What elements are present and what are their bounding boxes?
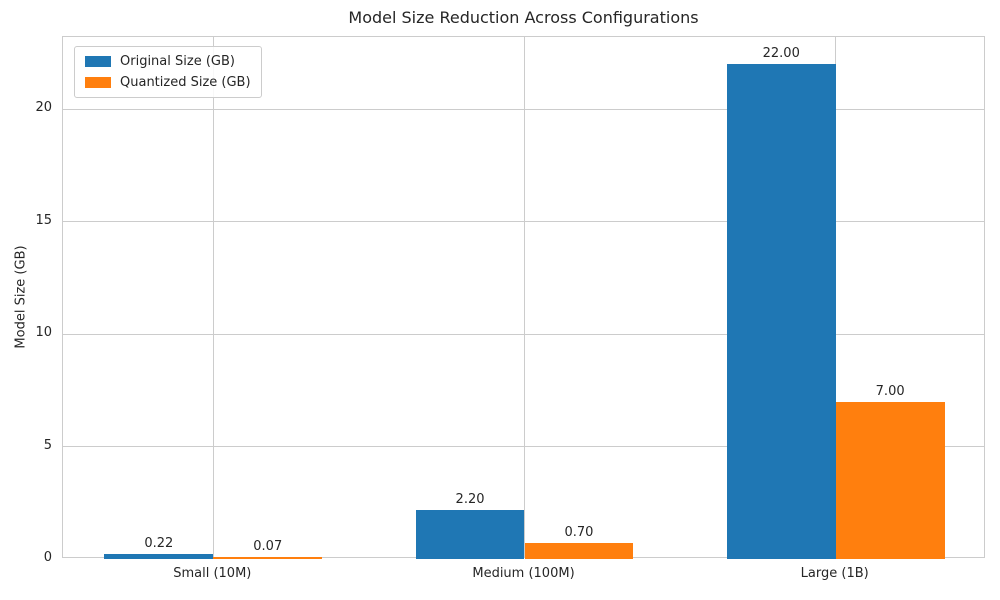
gridline	[212, 37, 214, 557]
gridline	[63, 221, 984, 222]
bar-value-label: 0.22	[144, 536, 174, 552]
y-tick-label: 20	[35, 100, 52, 115]
y-tick-label: 5	[43, 437, 52, 453]
y-tick-label: 0	[43, 550, 52, 565]
gridline	[63, 446, 984, 447]
legend-swatch-quantized	[85, 77, 111, 88]
legend-swatch-original	[85, 56, 111, 67]
gridline	[63, 108, 984, 110]
bar-value-label: 0.07	[253, 539, 283, 555]
x-tick-label: Small (10M)	[173, 566, 252, 581]
plot-area: 0.22 2.20 22.00 0.07 0.70 7.00 Original Size …	[62, 36, 985, 559]
legend-label-quantized: Quantized Size (GB)	[120, 75, 251, 90]
bar	[726, 64, 836, 559]
bar	[104, 554, 214, 559]
legend-item-quantized: Quantized Size (GB)	[85, 75, 251, 90]
chart-title: Model Size Reduction Across Configuratio…	[348, 8, 699, 27]
legend: Original Size (GB) Quantized Size (GB)	[74, 46, 262, 98]
bar	[835, 401, 945, 559]
bar	[524, 543, 634, 559]
bar-value-label: 22.00	[762, 46, 800, 61]
gridline	[835, 37, 837, 557]
y-tick-label: 15	[35, 212, 52, 228]
y-tick-label: 10	[35, 325, 52, 340]
bar-value-label: 0.70	[564, 525, 594, 541]
gridline	[524, 37, 525, 557]
bar-value-label: 7.00	[875, 383, 905, 399]
x-tick-label: Large (1B)	[800, 566, 869, 581]
bar-value-label: 2.20	[455, 491, 485, 507]
legend-item-original: Original Size (GB)	[85, 54, 251, 69]
gridline	[63, 333, 984, 335]
bar	[415, 509, 525, 559]
bar	[213, 557, 323, 559]
legend-label-original: Original Size (GB)	[120, 54, 235, 69]
x-tick-label: Medium (100M)	[472, 566, 575, 581]
